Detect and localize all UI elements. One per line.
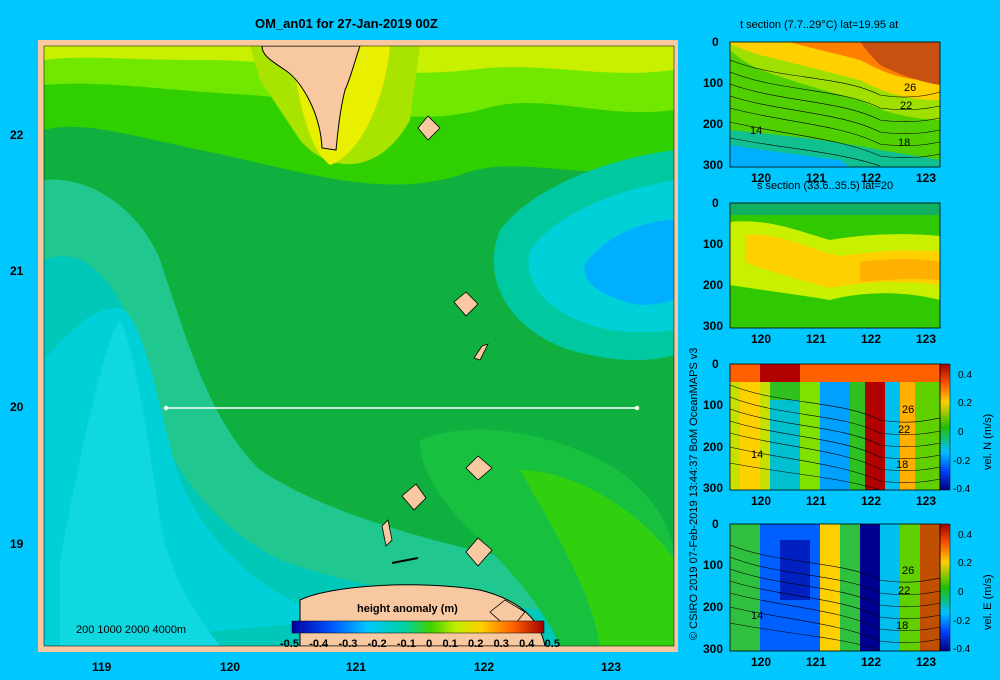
ve-cb-label: vel. E (m/s) <box>982 574 994 630</box>
cb-tick: 0.4 <box>519 638 535 650</box>
depth-tick: 100 <box>703 237 724 251</box>
ve-cb-tick: 0 <box>958 587 964 598</box>
depth-tick: 300 <box>703 319 724 333</box>
cb-tick: 0.5 <box>544 638 560 650</box>
vel-e-panel <box>729 524 941 651</box>
x-tick-119: 119 <box>92 660 112 674</box>
cb-tick: 0.3 <box>493 638 509 650</box>
depth-tick: 200 <box>703 600 724 614</box>
s-section-panel <box>730 203 940 328</box>
lon-tick: 120 <box>751 655 772 669</box>
t-section-title: t section (7.7..29°C) lat=19.95 at <box>740 19 899 31</box>
depth-tick: 200 <box>703 117 724 131</box>
depth-tick: 100 <box>703 398 724 412</box>
x-tick-123: 123 <box>601 660 622 674</box>
depth-tick: 300 <box>703 481 724 495</box>
x-tick-120: 120 <box>220 660 241 674</box>
cb-tick: -0.5 <box>280 638 299 650</box>
lon-tick: 121 <box>806 332 827 346</box>
height-colorbar <box>291 620 545 634</box>
contour-label-22: 22 <box>900 100 913 112</box>
ve-contour-18: 18 <box>896 620 909 632</box>
depth-tick: 300 <box>703 642 724 656</box>
cb-tick: 0 <box>426 638 433 650</box>
depth-tick: 100 <box>703 76 724 90</box>
lon-tick: 122 <box>861 494 882 508</box>
cb-tick: -0.2 <box>367 638 387 650</box>
vn-cb-label: vel. N (m/s) <box>982 413 994 470</box>
depth-tick: 0 <box>712 357 719 371</box>
vn-cb-tick: 0.2 <box>958 398 972 409</box>
bathymetry-legend: 200 1000 2000 4000m <box>76 624 187 636</box>
vn-contour-18: 18 <box>896 459 909 471</box>
t-section-panel <box>729 42 941 167</box>
cb-tick: -0.4 <box>309 638 329 650</box>
lon-tick: 121 <box>806 655 827 669</box>
ve-contour-22: 22 <box>898 585 911 597</box>
lon-tick: 122 <box>861 332 882 346</box>
depth-tick: 300 <box>703 158 724 172</box>
vn-contours <box>729 384 941 491</box>
lon-tick: 120 <box>751 494 772 508</box>
cb-tick: -0.3 <box>338 638 358 650</box>
section-line <box>163 405 640 411</box>
cb-tick: -0.1 <box>396 638 416 650</box>
lon-tick: 123 <box>916 332 937 346</box>
lon-tick: 123 <box>916 171 937 185</box>
vn-cb-tick: -0.4 <box>953 484 971 495</box>
ve-cb-tick: 0.4 <box>958 530 972 541</box>
y-tick-20: 20 <box>10 400 24 414</box>
depth-tick: 0 <box>712 35 719 49</box>
ve-contours <box>729 544 941 651</box>
ve-colorbar <box>939 523 951 652</box>
depth-tick: 0 <box>712 517 719 531</box>
contour-label-26: 26 <box>904 82 917 94</box>
colorbar-label: height anomaly (m) <box>357 603 458 615</box>
main-map <box>38 40 678 652</box>
lon-tick: 120 <box>751 171 772 185</box>
lon-tick: 123 <box>916 494 937 508</box>
lon-tick: 122 <box>861 655 882 669</box>
ve-cb-tick: 0.2 <box>958 558 972 569</box>
lon-tick: 121 <box>806 171 827 185</box>
contour-label-18: 18 <box>898 137 911 149</box>
ve-contour-14: 14 <box>751 610 764 622</box>
vn-contour-14: 14 <box>751 449 764 461</box>
vn-cb-tick: 0.4 <box>958 370 972 381</box>
vn-cb-tick: -0.2 <box>953 456 971 467</box>
x-tick-122: 122 <box>474 660 495 674</box>
ve-cb-tick: -0.2 <box>953 616 971 627</box>
ve-contour-26: 26 <box>902 565 915 577</box>
vn-cb-tick: 0 <box>958 427 964 438</box>
main-title: OM_an01 for 27-Jan-2019 00Z <box>255 16 438 31</box>
vel-n-panel <box>729 364 941 491</box>
depth-tick: 200 <box>703 278 724 292</box>
lon-tick: 120 <box>751 332 772 346</box>
vn-colorbar <box>939 363 951 491</box>
depth-tick: 200 <box>703 440 724 454</box>
depth-tick: 0 <box>712 196 719 210</box>
y-tick-22: 22 <box>10 128 24 142</box>
lon-tick: 121 <box>806 494 827 508</box>
cb-tick: 0.2 <box>468 638 484 650</box>
cb-tick: 0.1 <box>442 638 458 650</box>
map-field <box>44 46 674 646</box>
colorbar-ticks: -0.5 -0.4 -0.3 -0.2 -0.1 0 0.1 0.2 0.3 0… <box>280 638 560 650</box>
lon-tick: 123 <box>916 655 937 669</box>
lon-tick: 122 <box>861 171 882 185</box>
ve-cb-tick: -0.4 <box>953 644 971 655</box>
contour-label-14: 14 <box>750 125 763 137</box>
s-section-title: s section (33.6..35.5) lat=20 <box>757 180 894 192</box>
y-tick-21: 21 <box>10 264 24 278</box>
credit-text: © CSIRO 2019 07-Feb-2019 13:44:37 BoM Oc… <box>688 347 700 640</box>
t-contours <box>729 59 941 167</box>
x-tick-121: 121 <box>346 660 367 674</box>
vn-contour-26: 26 <box>902 404 915 416</box>
depth-tick: 100 <box>703 558 724 572</box>
y-tick-19: 19 <box>10 537 24 551</box>
vn-contour-22: 22 <box>898 424 911 436</box>
